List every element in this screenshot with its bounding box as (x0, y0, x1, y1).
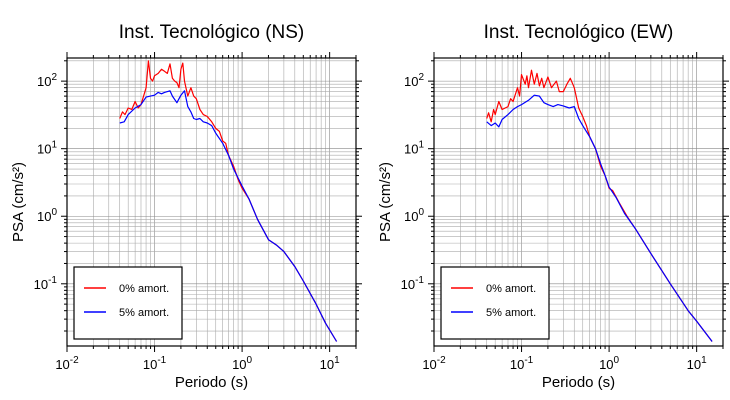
series-line-undamped (486, 69, 713, 342)
y-tick-label: 10-1 (401, 275, 425, 292)
chart-title: Inst. Tecnológico (NS) (119, 22, 305, 43)
legend-label: 5% amort. (119, 307, 169, 319)
plot-frame (433, 57, 724, 347)
x-tick-label: 10-2 (422, 355, 446, 372)
x-tick-label: 10-1 (143, 355, 167, 372)
legend-label: 5% amort. (486, 307, 536, 319)
legend: 0% amort. 5% amort. (440, 266, 550, 340)
x-tick-label: 101 (320, 355, 340, 372)
y-tick-label: 100 (404, 207, 424, 224)
legend-label: 0% amort. (486, 283, 536, 295)
chart-panel-ns: 10-2 10-1 100 101 102 101 100 10-1 Inst. Tecnoló… (10, 22, 362, 391)
plot-frame (66, 57, 357, 347)
y-tick-label: 101 (404, 140, 424, 157)
x-tick-label: 10-1 (510, 355, 534, 372)
x-tick-label: 100 (232, 355, 252, 372)
x-tick-label: 100 (599, 355, 619, 372)
grid (434, 58, 723, 346)
x-axis-label: Periodo (s) (175, 374, 248, 391)
chart-title: Inst. Tecnológico (EW) (484, 22, 674, 43)
y-axis-label: PSA (cm/s²) (10, 162, 27, 242)
legend: 0% amort. 5% amort. (73, 266, 183, 340)
y-tick-label: 102 (37, 72, 57, 89)
y-tick-label: 100 (37, 207, 57, 224)
chart-panel-ew: 10-2 10-1 100 101 102 101 100 10-1 Inst. Tecnoló… (377, 22, 729, 391)
legend-box (73, 266, 183, 340)
series-line-damped (486, 94, 713, 342)
y-axis-label: PSA (cm/s²) (377, 162, 394, 242)
x-tick-label: 101 (687, 355, 707, 372)
x-axis-label: Periodo (s) (542, 374, 615, 391)
legend-label: 0% amort. (119, 283, 169, 295)
y-tick-label: 101 (37, 140, 57, 157)
y-tick-label: 10-1 (34, 275, 58, 292)
legend-box (440, 266, 550, 340)
series-line-damped (119, 90, 338, 342)
y-tick-label: 102 (404, 72, 424, 89)
grid (67, 58, 356, 346)
x-tick-label: 10-2 (55, 355, 79, 372)
